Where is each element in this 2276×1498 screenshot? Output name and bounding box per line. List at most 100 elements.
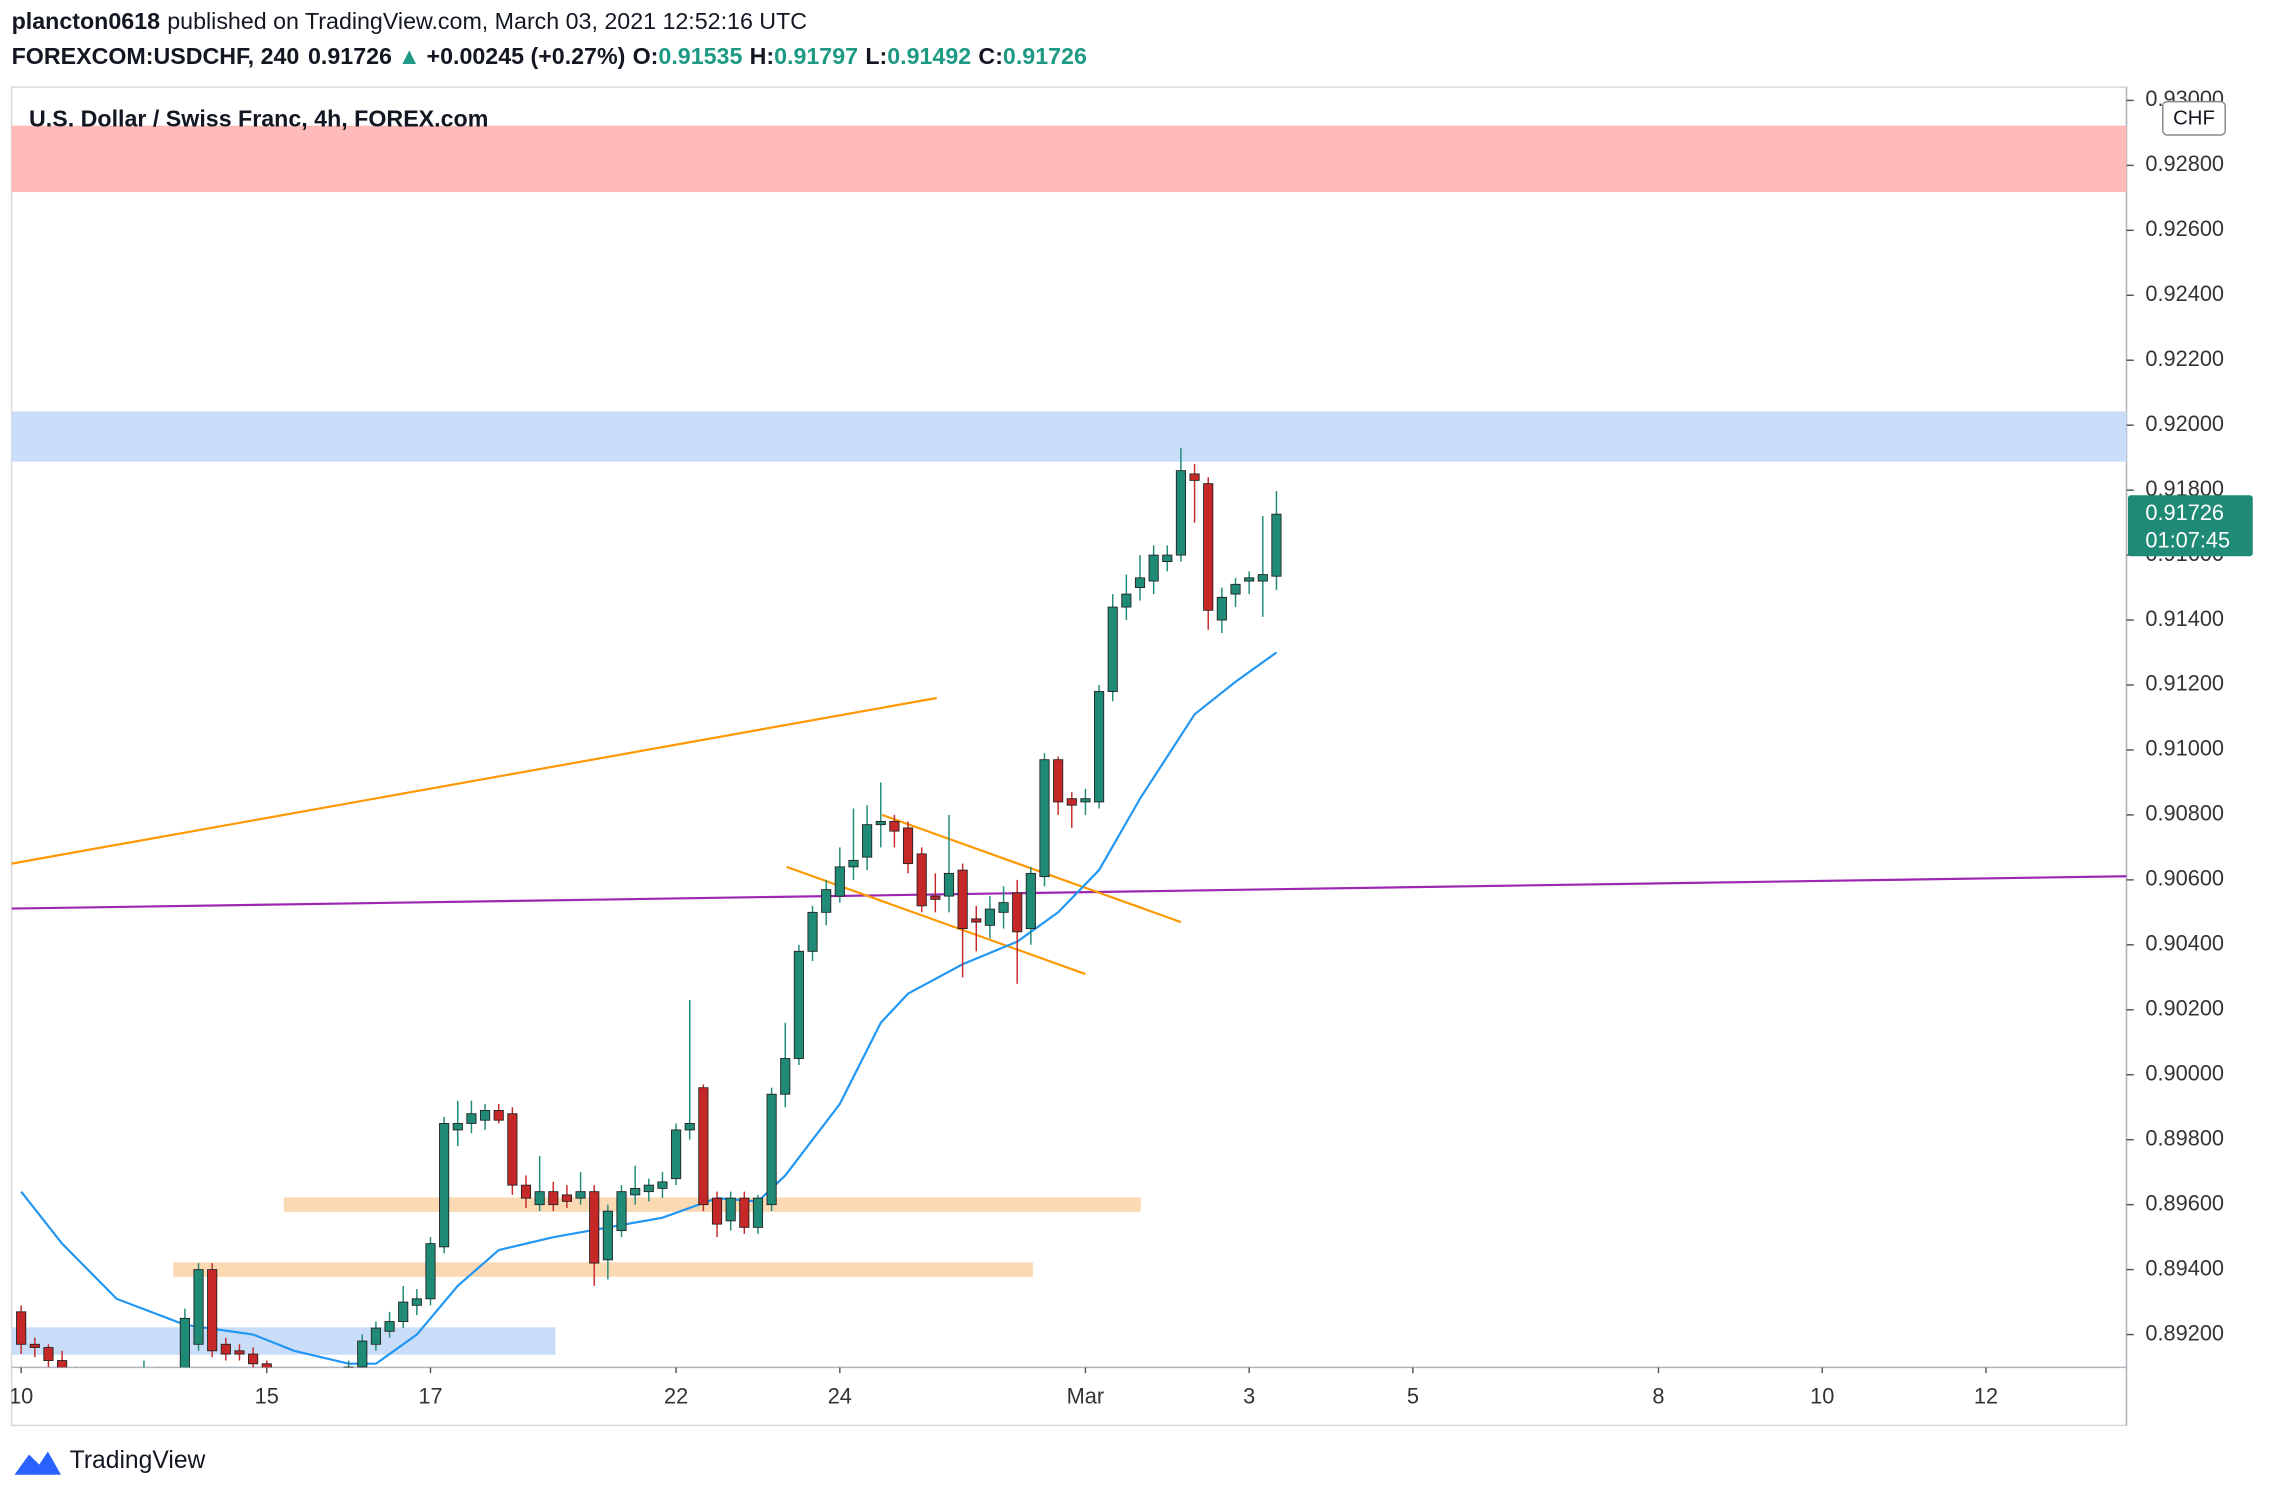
candle-body (1244, 577, 1255, 582)
ohlc-key: L: (865, 43, 887, 69)
candle-body (398, 1301, 409, 1322)
currency: CHF (2173, 107, 2215, 129)
candle-body (425, 1243, 436, 1300)
x-tick-label: 15 (255, 1384, 279, 1409)
candle-body (126, 1387, 135, 1393)
ohlc-value: 0.91797 (774, 43, 858, 69)
candle-body (916, 853, 927, 907)
ohlc-value: 0.91535 (658, 43, 742, 69)
y-tick-label: 0.89800 (2145, 1125, 2224, 1150)
candle-body (289, 1387, 298, 1390)
candle-body (1216, 596, 1227, 621)
candle-body (85, 1383, 94, 1389)
x-tick-label: 10 (1810, 1384, 1834, 1409)
logo (14, 1451, 61, 1475)
y-tick-label: 0.91000 (2145, 736, 2224, 761)
candle-body (834, 866, 845, 897)
brand: TradingView (70, 1447, 206, 1474)
candle-body (1148, 554, 1159, 582)
x-ticks: 10 15 17 22 24 Mar 3 5 8 10 12 (12, 1367, 1998, 1409)
y-tick-label: 0.91200 (2145, 671, 2224, 696)
candle-body (807, 911, 818, 952)
zone (173, 1262, 1033, 1277)
candle-body (384, 1321, 395, 1332)
candle-body (112, 1393, 121, 1399)
x-tick-label: Mar (1067, 1384, 1104, 1409)
symbol: FOREXCOM:USDCHF, 240 (12, 43, 300, 69)
chart-title: U.S. Dollar / Swiss Franc, 4h, FOREX.com (29, 106, 488, 132)
candle-body (752, 1197, 764, 1228)
y-tick-label: 0.89200 (2145, 1320, 2224, 1345)
candle-body (984, 908, 995, 926)
candle-body (370, 1327, 381, 1345)
plot-frame (10, 86, 2128, 1427)
candle-body (1039, 759, 1050, 878)
candle-body (29, 1343, 40, 1348)
candle-body (139, 1370, 148, 1386)
zone (11, 1327, 556, 1355)
candle-body (1134, 577, 1146, 589)
zone (11, 411, 2127, 462)
candle-body (561, 1194, 573, 1202)
candle-body (821, 889, 832, 913)
candle-body (1203, 483, 1214, 611)
candle-body (971, 918, 982, 923)
candle-body (520, 1184, 532, 1199)
price-label-box (2127, 495, 2253, 557)
candle-body (98, 1390, 107, 1400)
candle-body (343, 1366, 354, 1368)
candle-body (657, 1181, 668, 1189)
candle-body (1121, 593, 1132, 608)
candle-body (1271, 513, 1282, 577)
y-tick-label: 0.89600 (2145, 1190, 2224, 1215)
countdown: 01:07:45 (2145, 528, 2230, 553)
price-label: 0.91726 (2145, 500, 2224, 525)
candle-body (479, 1110, 491, 1121)
candle-body (439, 1123, 450, 1248)
candle-body (793, 950, 804, 1059)
candle-body (534, 1191, 545, 1206)
axes: 0.930000.928000.926000.924000.922000.920… (12, 86, 2224, 1409)
y-tick-label: 0.90400 (2145, 931, 2224, 956)
candle-body (1107, 606, 1118, 692)
trendline (11, 696, 937, 865)
candle-body (452, 1123, 463, 1131)
candle-body (1257, 574, 1268, 582)
candle-body (671, 1129, 682, 1180)
candle-body (684, 1123, 695, 1131)
candle-body (616, 1191, 627, 1232)
candle-body (1080, 798, 1091, 803)
symbol-line: FOREXCOM:USDCHF, 240 0.91726 ▲ +0.00245 (+0… (12, 43, 1087, 69)
candle-body (179, 1317, 190, 1368)
y-tick-label: 0.92200 (2145, 346, 2224, 371)
candle-body (848, 859, 859, 868)
candle-body (261, 1363, 272, 1368)
candle-body (1093, 691, 1105, 803)
candle-body (153, 1370, 162, 1383)
overlay: CHF 0.91726 01:07:45 (2127, 100, 2253, 557)
candle-body (466, 1113, 477, 1124)
candle-body (357, 1340, 368, 1368)
candle-body (1175, 470, 1187, 556)
y-tick-label: 0.90200 (2145, 996, 2224, 1021)
y-tick-label: 0.91400 (2145, 606, 2224, 631)
candle-body (16, 1311, 27, 1345)
ohlc-key: H: (750, 43, 775, 69)
candle-body (766, 1093, 777, 1206)
candle-body (1025, 872, 1036, 930)
candle-body (889, 820, 900, 832)
ohlc-key: C: (978, 43, 1003, 69)
ohlc-value: 0.91492 (887, 43, 971, 69)
candle-body (1012, 892, 1023, 933)
zone (11, 125, 2127, 193)
y-tick-label: 0.90800 (2145, 801, 2224, 826)
arrow: ▲ (398, 43, 421, 69)
y-tick-label: 0.89400 (2145, 1255, 2224, 1280)
x-tick-label: 12 (1974, 1384, 1998, 1409)
candle-body (930, 895, 941, 900)
ohlc-value: 0.91726 (1003, 43, 1087, 69)
candle-body (998, 902, 1009, 913)
candle-body (711, 1197, 723, 1225)
x-tick-label: 22 (664, 1384, 688, 1409)
